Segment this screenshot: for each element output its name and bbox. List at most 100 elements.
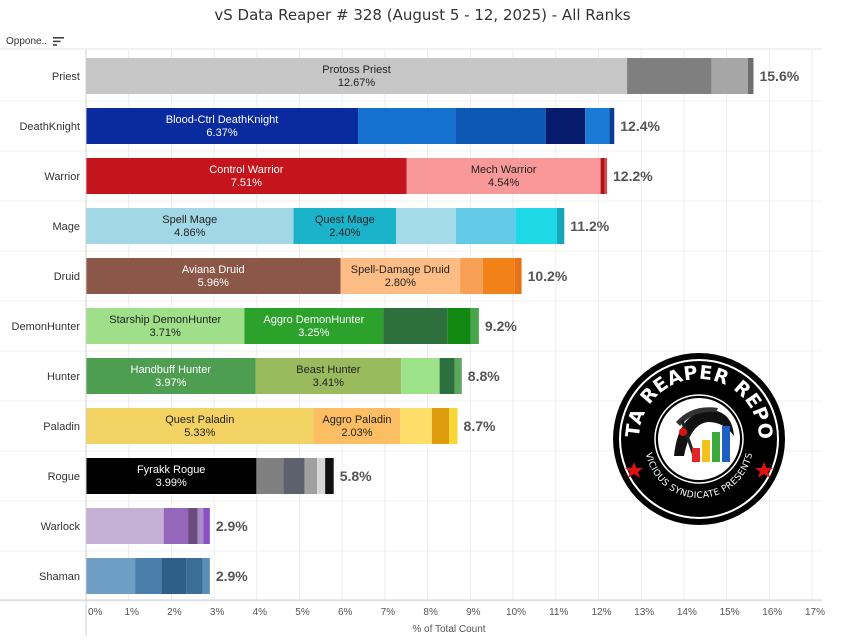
category-labels: Priest DeathKnight Warrior Mage Druid DemonHu… (12, 71, 81, 583)
bar-segment (86, 258, 341, 294)
bar-segment (557, 208, 565, 244)
bar-segment (455, 108, 546, 144)
segment-value-label: 3.71% (150, 327, 181, 339)
segment-label: Starship DemonHunter (109, 314, 221, 326)
category-label: Rogue (48, 471, 80, 483)
x-axis-label: % of Total Count (412, 624, 485, 635)
x-tick-label: 10% (506, 607, 526, 618)
segment-value-label: 5.96% (198, 277, 229, 289)
bar-segment (470, 308, 479, 344)
category-label: Priest (52, 71, 80, 83)
bar-segment (340, 258, 461, 294)
bar-segment (439, 358, 455, 394)
segment-label: Spell-Damage Druid (351, 264, 450, 276)
bar-segment (255, 358, 402, 394)
bar-segment (447, 308, 471, 344)
category-label: Hunter (47, 371, 80, 383)
bar-total-label: 8.7% (464, 418, 496, 434)
segment-label: Quest Paladin (165, 414, 234, 426)
segment-label: Spell Mage (162, 214, 217, 226)
segment-label: Aggro DemonHunter (263, 314, 364, 326)
bar-total-label: 9.2% (485, 318, 517, 334)
bar-segment (400, 408, 432, 444)
bar-segment (283, 458, 305, 494)
segment-label: Beast Hunter (296, 364, 361, 376)
bar-segment (627, 58, 712, 94)
x-tick-label: 9% (466, 607, 481, 618)
sort-icon[interactable] (53, 37, 65, 46)
bar-segment (460, 258, 483, 294)
segment-label: Aviana Druid (182, 264, 245, 276)
bar-segment (135, 558, 162, 594)
bar-segment (609, 108, 615, 144)
bar-segment (86, 558, 136, 594)
bar-segment (325, 458, 334, 494)
reaper-bar-chart-icon (674, 407, 734, 463)
bar-total-label: 2.9% (216, 518, 248, 534)
bar-segment (317, 458, 326, 494)
category-label: Druid (54, 271, 80, 283)
x-tick-label: 0% (88, 607, 103, 618)
bar-shaman: 2.9% (86, 558, 248, 594)
segment-value-label: 12.67% (338, 77, 376, 89)
bar-segment (86, 308, 245, 344)
segment-value-label: 3.97% (155, 377, 186, 389)
bar-segment (383, 308, 448, 344)
column-header-label: Oppone.. (6, 36, 48, 47)
segment-label: Quest Mage (315, 214, 375, 226)
category-label: Warrior (44, 171, 80, 183)
bar-total-label: 8.8% (468, 368, 500, 384)
segment-value-label: 2.40% (329, 227, 360, 239)
bar-segment (86, 358, 256, 394)
bar-total-label: 2.9% (216, 568, 248, 584)
bar-total-label: 10.2% (528, 268, 568, 284)
category-label: DemonHunter (12, 321, 81, 333)
bar-segment (454, 358, 462, 394)
segment-value-label: 3.25% (298, 327, 329, 339)
segment-label: Fyrakk Rogue (137, 464, 205, 476)
bar-segment (401, 358, 440, 394)
x-tick-label: 14% (677, 607, 697, 618)
bar-segment (449, 408, 458, 444)
bar-segment (396, 208, 456, 244)
bar-total-label: 12.2% (613, 168, 653, 184)
segment-value-label: 7.51% (231, 177, 262, 189)
bar-segment (161, 558, 187, 594)
bar-segment (604, 158, 608, 194)
bar-segment (545, 108, 586, 144)
bar-segment (86, 208, 294, 244)
data-reaper-report-logo: DATA REAPER REPORT VICIOUS SYNDICATE PRE… (612, 352, 785, 525)
bar-segment (203, 508, 210, 544)
bar-total-label: 5.8% (340, 468, 372, 484)
bar-segment (256, 458, 284, 494)
segment-value-label: 3.41% (313, 377, 344, 389)
column-header[interactable]: Oppone.. (6, 36, 65, 47)
segment-value-label: 2.03% (341, 427, 372, 439)
segment-label: Blood-Ctrl DeathKnight (166, 114, 279, 126)
bar-segment (197, 508, 204, 544)
bar-segment (431, 408, 449, 444)
bar-segment (455, 208, 516, 244)
bar-segment (482, 258, 515, 294)
x-tick-label: 7% (381, 607, 396, 618)
bar-segment (747, 58, 754, 94)
bar-segment (313, 408, 401, 444)
bar-segment (711, 58, 748, 94)
segment-value-label: 5.33% (184, 427, 215, 439)
segment-label: Protoss Priest (322, 64, 390, 76)
bar-total-label: 15.6% (759, 68, 799, 84)
bar-segment (304, 458, 318, 494)
x-tick-label: 11% (549, 607, 568, 618)
category-label: Mage (52, 221, 80, 233)
segment-value-label: 4.54% (488, 177, 519, 189)
bar-segment (86, 158, 407, 194)
bar-segment (358, 108, 456, 144)
x-tick-label: 15% (720, 607, 740, 618)
